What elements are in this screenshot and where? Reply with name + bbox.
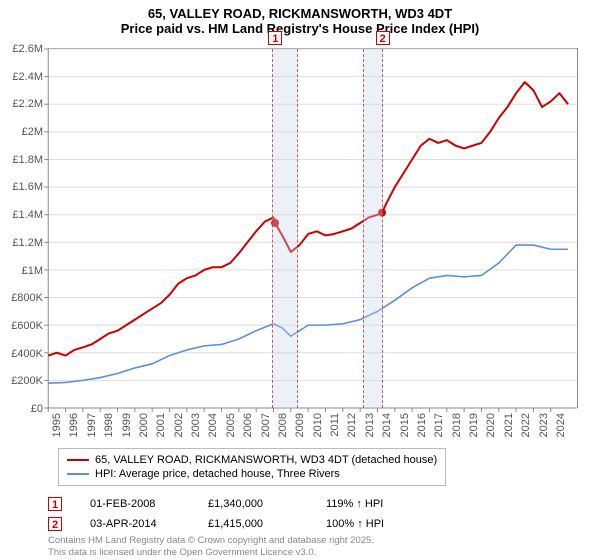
legend-item: 65, VALLEY ROAD, RICKMANSWORTH, WD3 4DT … xyxy=(67,453,437,467)
x-axis-label: 2006 xyxy=(242,413,254,437)
sale-date: 03-APR-2014 xyxy=(90,518,180,530)
x-axis-label: 2017 xyxy=(433,413,445,437)
x-axis-label: 2014 xyxy=(381,413,393,437)
x-axis-label: 1998 xyxy=(103,413,115,437)
y-axis-label: £1.8M xyxy=(0,154,43,166)
x-axis-label: 2019 xyxy=(468,413,480,437)
chart-svg xyxy=(48,49,577,408)
y-axis-label: £200K xyxy=(0,375,43,387)
y-axis-label: £1.4M xyxy=(0,209,43,221)
x-axis-label: 2001 xyxy=(155,413,167,437)
x-axis-label: 1996 xyxy=(68,413,80,437)
recession-band xyxy=(363,49,384,408)
x-axis-label: 2013 xyxy=(364,413,376,437)
legend-item: HPI: Average price, detached house, Thre… xyxy=(67,467,437,481)
chart-title: 65, VALLEY ROAD, RICKMANSWORTH, WD3 4DT xyxy=(0,0,600,21)
x-axis-label: 2015 xyxy=(399,413,411,437)
y-axis-label: £2.4M xyxy=(0,71,43,83)
sale-marker-number: 2 xyxy=(376,31,390,45)
x-axis-label: 2023 xyxy=(538,413,550,437)
x-axis-label: 2008 xyxy=(277,413,289,437)
x-axis-label: 1995 xyxy=(51,413,63,437)
chart-plot-area: £0£200K£400K£600K£800K£1M£1.2M£1.4M£1.6M… xyxy=(48,48,578,408)
x-axis-label: 2024 xyxy=(555,413,567,437)
y-axis-label: £2.6M xyxy=(0,43,43,55)
sales-table: 1 01-FEB-2008 £1,340,000 119% ↑ HPI 2 03-APR-… xyxy=(48,494,384,534)
x-axis-label: 2002 xyxy=(173,413,185,437)
legend-swatch xyxy=(67,459,89,461)
footer-line-1: Contains HM Land Registry data © Crown c… xyxy=(48,535,374,546)
legend-label: HPI: Average price, detached house, Thre… xyxy=(95,468,340,480)
y-axis-label: £2M xyxy=(0,126,43,138)
series-line xyxy=(48,245,568,383)
x-axis-label: 2005 xyxy=(225,413,237,437)
recession-band xyxy=(272,49,298,408)
x-axis-label: 2004 xyxy=(207,413,219,437)
x-axis-label: 2003 xyxy=(190,413,202,437)
sale-marker-number: 1 xyxy=(268,31,282,45)
x-axis-label: 2022 xyxy=(520,413,532,437)
x-axis-label: 2007 xyxy=(260,413,272,437)
x-axis-label: 1997 xyxy=(86,413,98,437)
x-axis-label: 2021 xyxy=(503,413,515,437)
legend: 65, VALLEY ROAD, RICKMANSWORTH, WD3 4DT … xyxy=(58,448,446,486)
series-line xyxy=(48,82,568,355)
legend-label: 65, VALLEY ROAD, RICKMANSWORTH, WD3 4DT … xyxy=(95,454,437,466)
y-axis-label: £400K xyxy=(0,348,43,360)
y-axis-label: £1.2M xyxy=(0,237,43,249)
x-axis-label: 2012 xyxy=(346,413,358,437)
sale-row: 1 01-FEB-2008 £1,340,000 119% ↑ HPI xyxy=(48,494,384,514)
y-axis-label: £0 xyxy=(0,403,43,415)
sale-date: 01-FEB-2008 xyxy=(90,498,180,510)
x-axis-label: 2009 xyxy=(294,413,306,437)
x-axis-label: 2010 xyxy=(312,413,324,437)
x-axis-label: 2016 xyxy=(416,413,428,437)
sale-number-box: 1 xyxy=(48,497,62,511)
sale-number-box: 2 xyxy=(48,517,62,531)
y-axis-label: £800K xyxy=(0,292,43,304)
y-axis-label: £1M xyxy=(0,265,43,277)
y-axis-label: £2.2M xyxy=(0,98,43,110)
footer-line-2: This data is licensed under the Open Gov… xyxy=(48,547,374,558)
sale-price: £1,415,000 xyxy=(208,518,298,530)
legend-swatch xyxy=(67,473,89,475)
x-axis-label: 1999 xyxy=(121,413,133,437)
x-axis-label: 2020 xyxy=(485,413,497,437)
attribution-footer: Contains HM Land Registry data © Crown c… xyxy=(48,535,374,558)
y-axis-label: £600K xyxy=(0,320,43,332)
x-axis-label: 2011 xyxy=(329,413,341,437)
x-axis-label: 2000 xyxy=(138,413,150,437)
sale-price: £1,340,000 xyxy=(208,498,298,510)
x-axis-label: 2018 xyxy=(451,413,463,437)
sale-pct: 119% ↑ HPI xyxy=(326,498,383,510)
y-axis-label: £1.6M xyxy=(0,181,43,193)
chart-subtitle: Price paid vs. HM Land Registry's House … xyxy=(0,21,600,40)
sale-row: 2 03-APR-2014 £1,415,000 100% ↑ HPI xyxy=(48,514,384,534)
sale-pct: 100% ↑ HPI xyxy=(326,518,384,530)
